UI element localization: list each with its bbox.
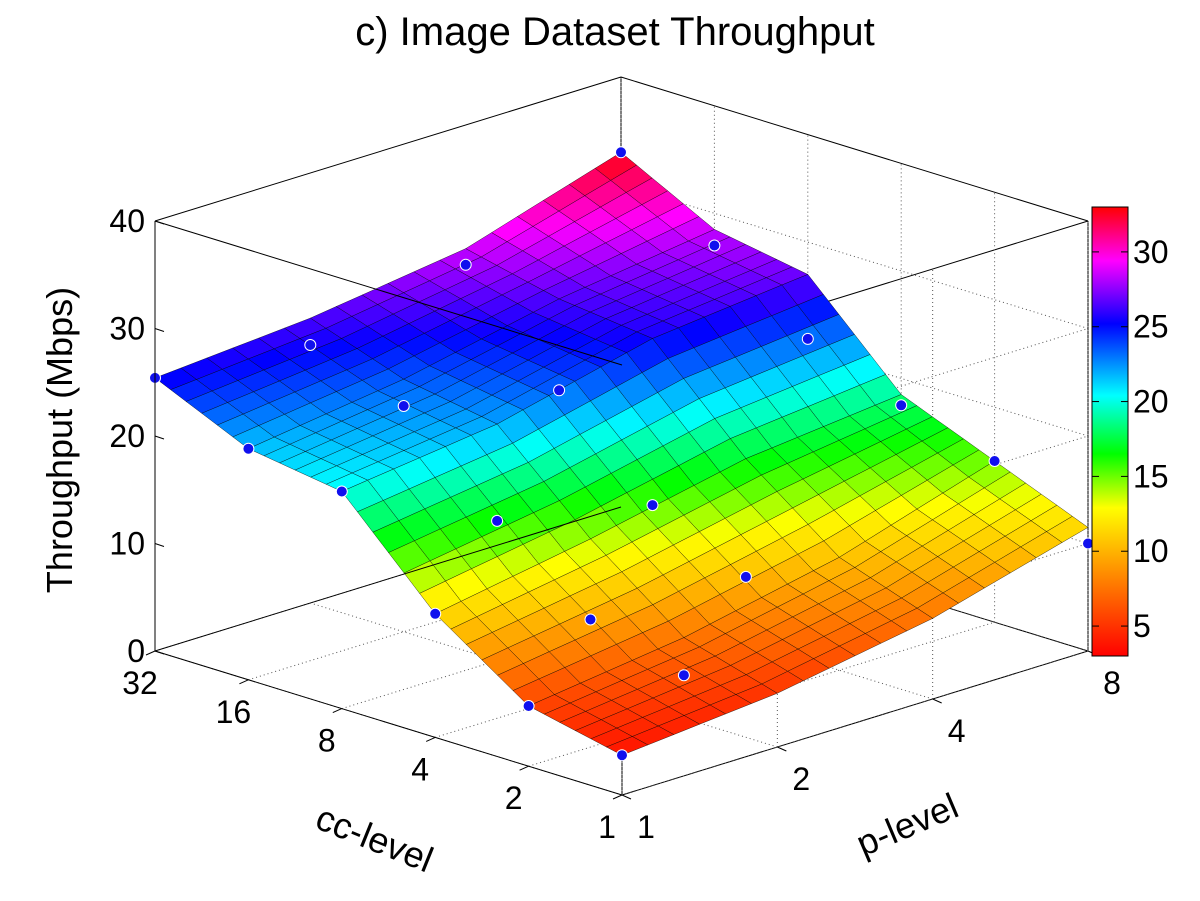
z-tick xyxy=(154,435,165,440)
surface xyxy=(154,151,1089,756)
surface-cell xyxy=(605,736,649,756)
data-point xyxy=(615,146,627,159)
x-tick xyxy=(145,650,156,656)
x-axis-label: cc-level xyxy=(310,797,439,881)
box-edge xyxy=(154,506,622,652)
colorbar-gradient xyxy=(1091,206,1129,657)
data-point xyxy=(584,613,597,626)
y-tick-label: 8 xyxy=(1103,665,1121,701)
data-point xyxy=(646,499,659,512)
box-edge xyxy=(154,650,623,796)
box-edge xyxy=(621,650,1089,796)
y-tick xyxy=(777,746,787,752)
y-axis-label: p-level xyxy=(850,785,964,864)
z-tick-label: 10 xyxy=(109,526,145,562)
data-point xyxy=(397,400,410,412)
z-tick-label: 20 xyxy=(109,418,145,454)
z-tick xyxy=(154,328,165,332)
data-point xyxy=(616,749,628,762)
z-tick xyxy=(154,543,165,547)
colorbar-tick-label: 25 xyxy=(1133,309,1169,345)
colorbar-tick-label: 5 xyxy=(1133,608,1151,644)
data-point xyxy=(801,332,814,345)
data-point xyxy=(895,399,908,412)
colorbar: 5 10 15 20 25 30 xyxy=(1091,206,1169,657)
z-tick-label: 30 xyxy=(109,311,145,347)
x-tick-label: 32 xyxy=(122,665,158,701)
x-tick-label: 4 xyxy=(411,751,429,787)
z-axis-label: Throughput (Mbps) xyxy=(39,287,80,593)
x-tick xyxy=(239,679,249,685)
colorbar-tick-label: 10 xyxy=(1133,533,1169,569)
z-tick xyxy=(154,220,165,225)
box-edge xyxy=(154,220,623,366)
data-point xyxy=(522,700,535,712)
data-point xyxy=(304,339,317,351)
data-point xyxy=(242,442,255,455)
data-point xyxy=(988,455,1001,467)
x-tick-label: 1 xyxy=(598,809,616,845)
x-tick xyxy=(519,765,529,771)
colorbar-tick-label: 30 xyxy=(1133,234,1169,270)
x-tick xyxy=(612,794,623,800)
data-point xyxy=(429,607,442,620)
axis-ticks: 0 10 20 30 40 1 2 4 8 16 32 1 2 4 8 xyxy=(109,203,1120,845)
z-tick xyxy=(154,650,165,655)
y-tick-label: 1 xyxy=(637,809,655,845)
z-tick-label: 0 xyxy=(127,633,145,669)
z-gridline xyxy=(620,184,1089,329)
y-tick xyxy=(932,698,942,704)
x-tick-label: 8 xyxy=(318,723,336,759)
data-point xyxy=(708,239,721,252)
x-tick xyxy=(332,708,343,714)
x-tick-label: 16 xyxy=(216,694,252,730)
y-tick-label: 4 xyxy=(948,713,966,749)
box-edge xyxy=(620,76,1089,222)
z-tick-label: 40 xyxy=(109,203,145,239)
data-point xyxy=(335,485,348,498)
colorbar-tick-label: 15 xyxy=(1133,458,1169,494)
data-points xyxy=(149,146,1094,762)
colorbar-tick-label: 20 xyxy=(1133,384,1169,420)
data-point xyxy=(677,669,690,682)
data-point xyxy=(491,514,504,527)
y-tick-label: 2 xyxy=(792,761,810,797)
x-tick xyxy=(425,736,436,742)
data-point xyxy=(739,570,752,583)
box-edge xyxy=(154,76,622,222)
y-tick xyxy=(621,794,632,800)
x-tick-label: 2 xyxy=(505,780,523,816)
data-point xyxy=(459,258,472,271)
chart-title: c) Image Dataset Throughput xyxy=(355,10,875,54)
data-point xyxy=(553,384,566,397)
